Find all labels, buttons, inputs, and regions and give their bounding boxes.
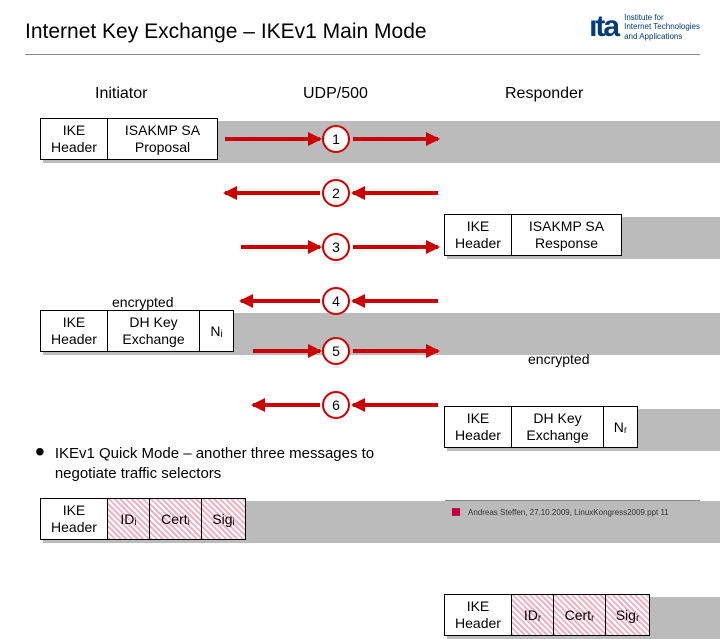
arrow-5-left xyxy=(253,349,320,353)
arrow-2-left xyxy=(225,191,320,195)
responder-row-2: IKE Header ISAKMP SA Response xyxy=(444,214,720,256)
bullet-quick-mode: IKEv1 Quick Mode – another three message… xyxy=(35,444,405,483)
box-nr: Nᵣ xyxy=(604,406,638,448)
header-responder: Responder xyxy=(505,85,583,103)
arrow-3-right xyxy=(353,245,438,249)
slide-title: Internet Key Exchange – IKEv1 Main Mode xyxy=(25,20,427,44)
box-idr: IDᵣ xyxy=(512,594,554,636)
step-circle-2: 2 xyxy=(322,179,350,207)
step-circle-4: 4 xyxy=(322,287,350,315)
step-circle-5: 5 xyxy=(322,337,350,365)
logo-line1: Institute for xyxy=(624,13,700,23)
box-certi: Certᵢ xyxy=(150,498,202,540)
box-isakmp-response: ISAKMP SA Response xyxy=(512,214,622,256)
encrypted-label-right: encrypted xyxy=(528,351,589,367)
logo-line3: and Applications xyxy=(624,32,700,42)
box-ike-header-r2: IKE Header xyxy=(444,214,512,256)
bullet-text: IKEv1 Quick Mode – another three message… xyxy=(55,444,405,483)
arrow-5-right xyxy=(353,349,438,353)
step-circle-6: 6 xyxy=(322,391,350,419)
box-ni: Nᵢ xyxy=(200,310,234,352)
box-ike-header-5: IKE Header xyxy=(40,498,108,540)
box-ike-header-r4: IKE Header xyxy=(444,406,512,448)
logo-text: Institute for Internet Technologies and … xyxy=(624,13,700,42)
arrow-1-right xyxy=(353,137,438,141)
responder-row-4: IKE Header DH Key Exchange Nᵣ xyxy=(444,406,720,448)
box-dh-key-r: DH Key Exchange xyxy=(512,406,604,448)
footer-square-icon xyxy=(452,508,460,516)
box-idi: IDᵢ xyxy=(108,498,150,540)
box-ike-header-3: IKE Header xyxy=(40,310,108,352)
box-ike-header: IKE Header xyxy=(40,118,108,160)
arrow-1-left xyxy=(225,137,320,141)
arrow-2-right xyxy=(353,191,438,195)
box-sigi: Sigᵢ xyxy=(202,498,246,540)
box-dh-key-i: DH Key Exchange xyxy=(108,310,200,352)
initiator-row-3: IKE Header DH Key Exchange Nᵢ xyxy=(40,310,720,352)
box-ike-header-r6: IKE Header xyxy=(444,594,512,636)
footer-text: Andreas Steffen, 27.10.2009, LinuxKongre… xyxy=(468,508,669,517)
responder-row-6: IKE Header IDᵣ Certᵣ Sigᵣ xyxy=(444,594,720,636)
header-initiator: Initiator xyxy=(95,85,147,103)
logo-mark: ıta xyxy=(589,10,618,44)
arrow-6-left xyxy=(253,403,320,407)
arrow-6-right xyxy=(353,403,438,407)
footer-rule xyxy=(445,500,700,501)
step-circle-1: 1 xyxy=(322,125,350,153)
header-protocol: UDP/500 xyxy=(303,85,368,103)
arrow-4-left xyxy=(241,299,320,303)
logo-line2: Internet Technologies xyxy=(624,22,700,32)
arrow-3-left xyxy=(241,245,320,249)
title-rule xyxy=(25,54,700,55)
box-sigr: Sigᵣ xyxy=(606,594,650,636)
arrow-4-right xyxy=(353,299,438,303)
logo: ıta Institute for Internet Technologies … xyxy=(589,10,700,44)
step-circle-3: 3 xyxy=(322,233,350,261)
box-isakmp-proposal: ISAKMP SA Proposal xyxy=(108,118,218,160)
box-certr: Certᵣ xyxy=(554,594,606,636)
encrypted-label-left: encrypted xyxy=(112,294,173,310)
initiator-row-5: IKE Header IDᵢ Certᵢ Sigᵢ xyxy=(40,498,720,540)
